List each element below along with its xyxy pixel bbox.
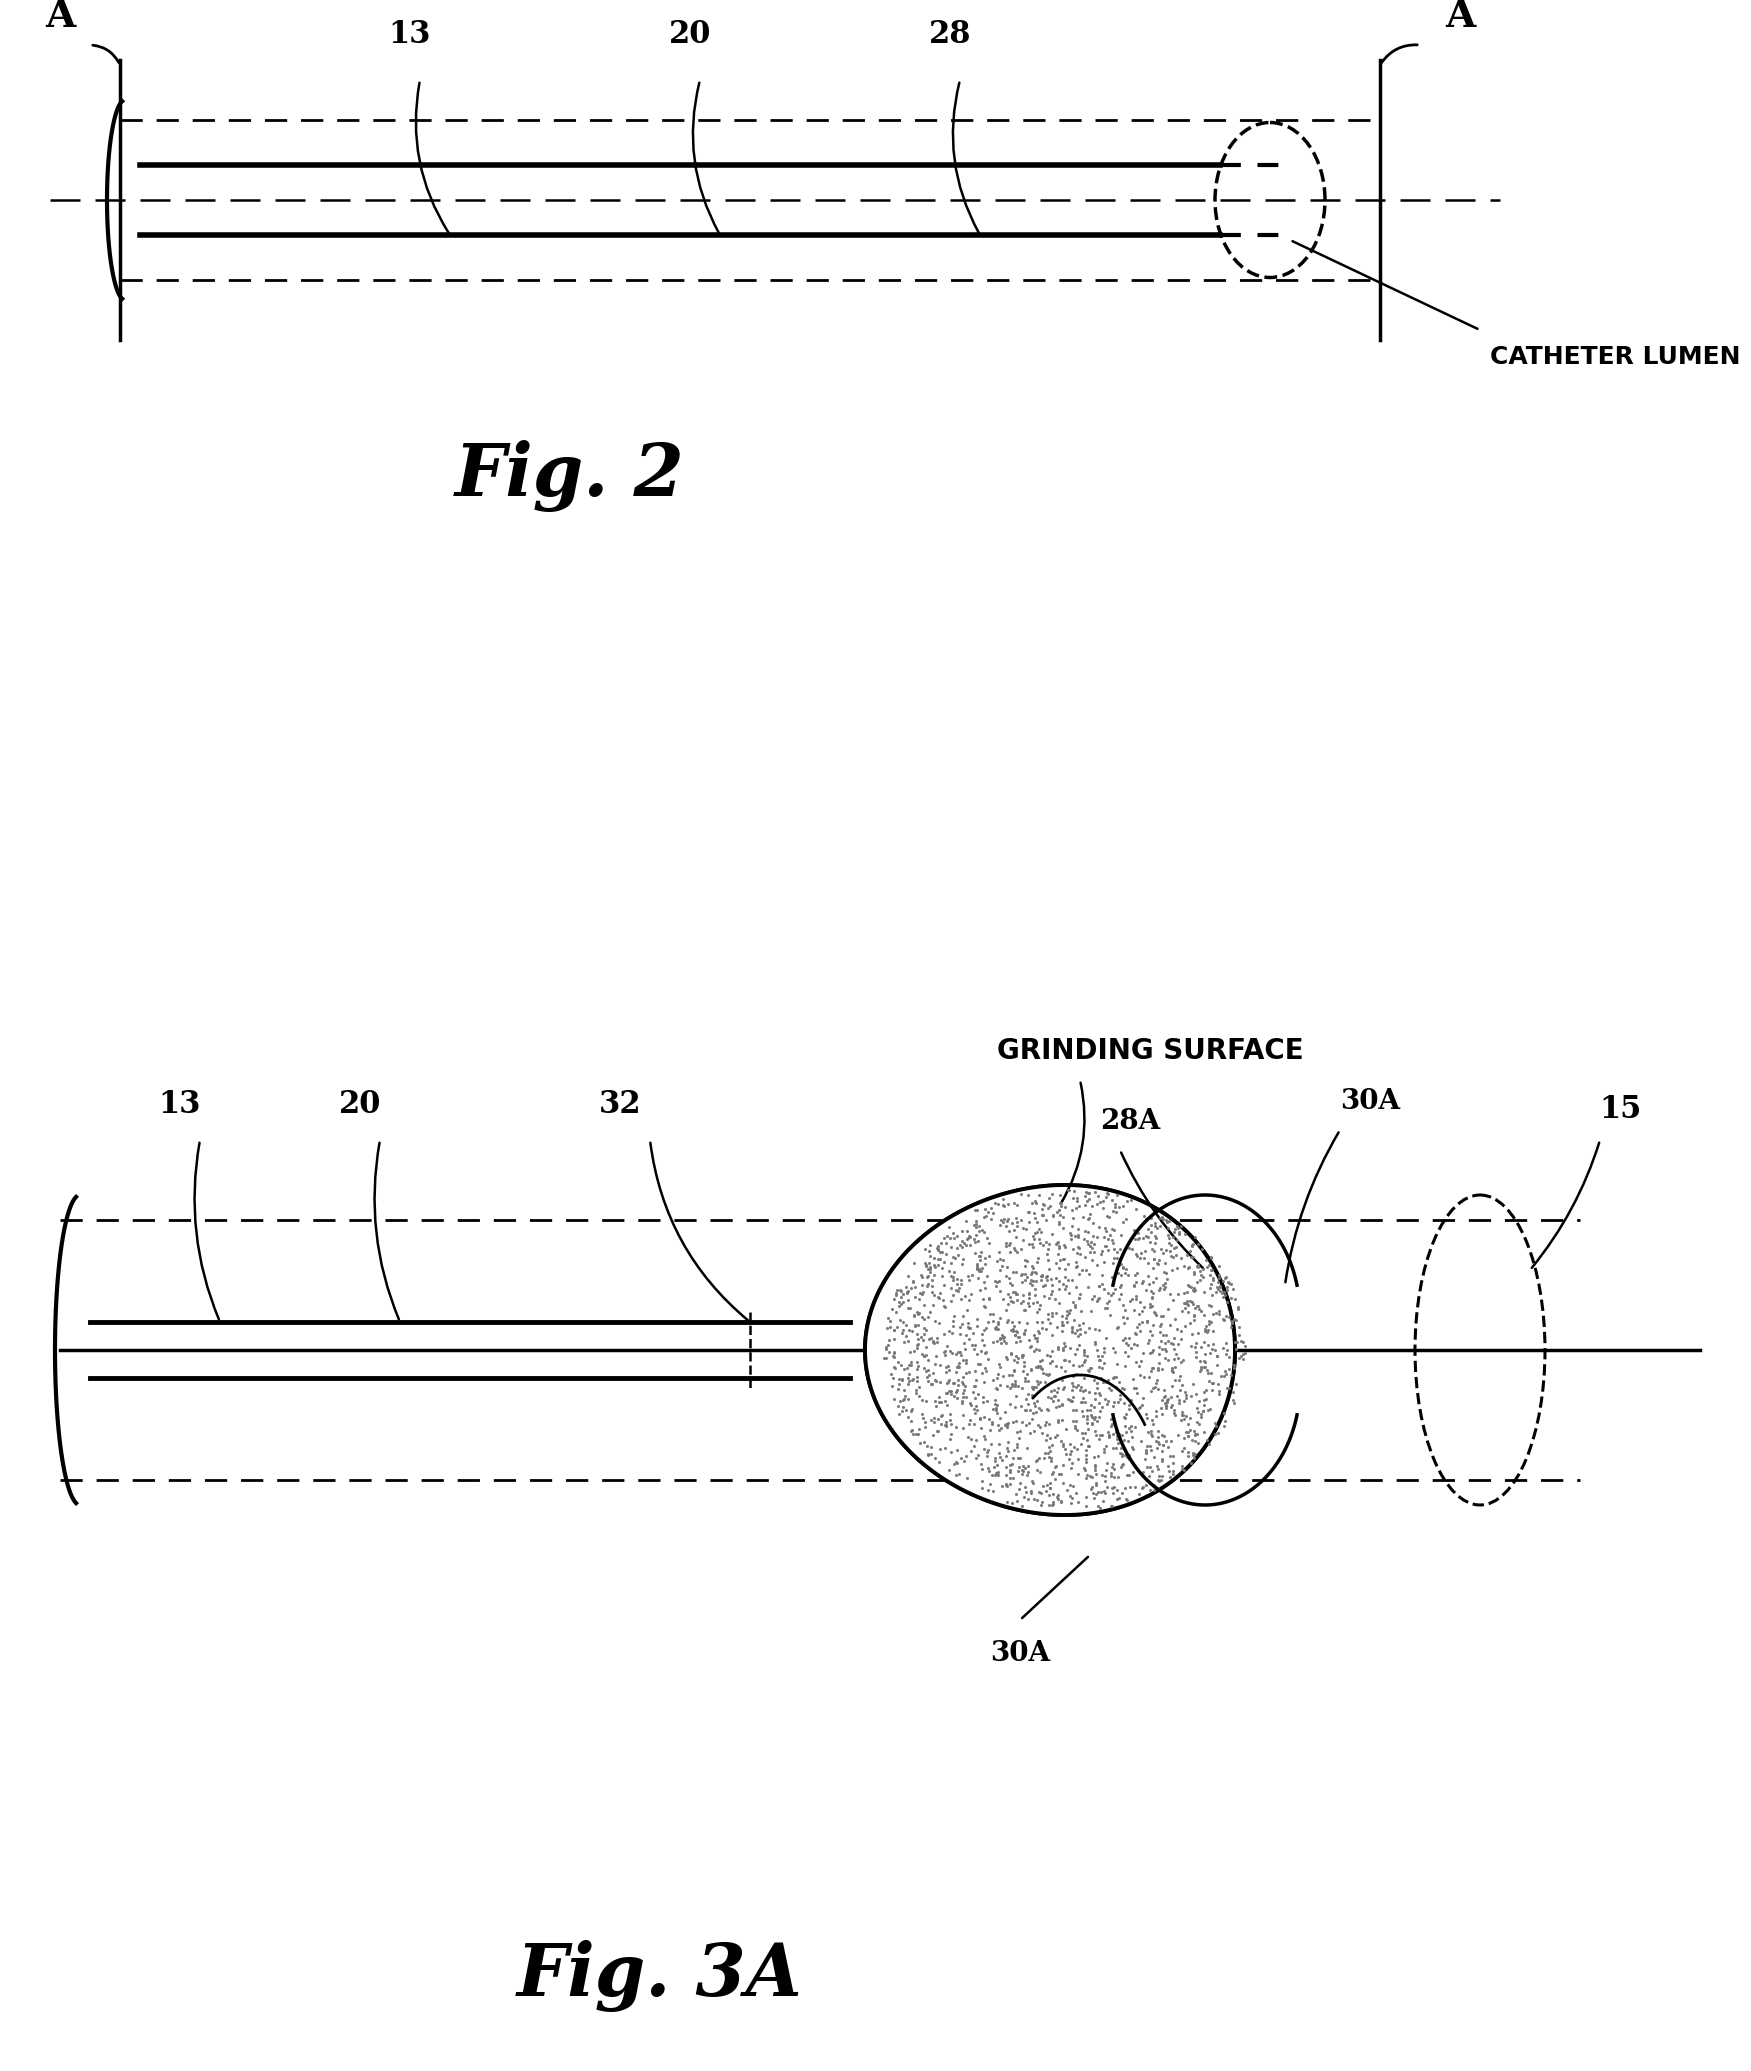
Text: A: A [46, 0, 75, 35]
Text: 20: 20 [338, 1089, 382, 1120]
Text: 32: 32 [599, 1089, 641, 1120]
Text: CATHETER LUMEN: CATHETER LUMEN [1490, 346, 1740, 369]
Text: 30A: 30A [989, 1640, 1051, 1667]
Polygon shape [865, 1185, 1234, 1516]
Text: 15: 15 [1599, 1093, 1641, 1125]
Text: 13: 13 [389, 19, 431, 50]
Text: 20: 20 [669, 19, 711, 50]
Text: 30A: 30A [1340, 1087, 1401, 1114]
Text: A: A [1445, 0, 1474, 35]
Text: Fig. 3A: Fig. 3A [517, 1941, 804, 2013]
Text: GRINDING SURFACE: GRINDING SURFACE [996, 1038, 1303, 1064]
Text: 28A: 28A [1100, 1108, 1161, 1135]
Text: Fig. 2: Fig. 2 [455, 439, 685, 512]
Text: 28: 28 [928, 19, 972, 50]
Text: 13: 13 [159, 1089, 201, 1120]
